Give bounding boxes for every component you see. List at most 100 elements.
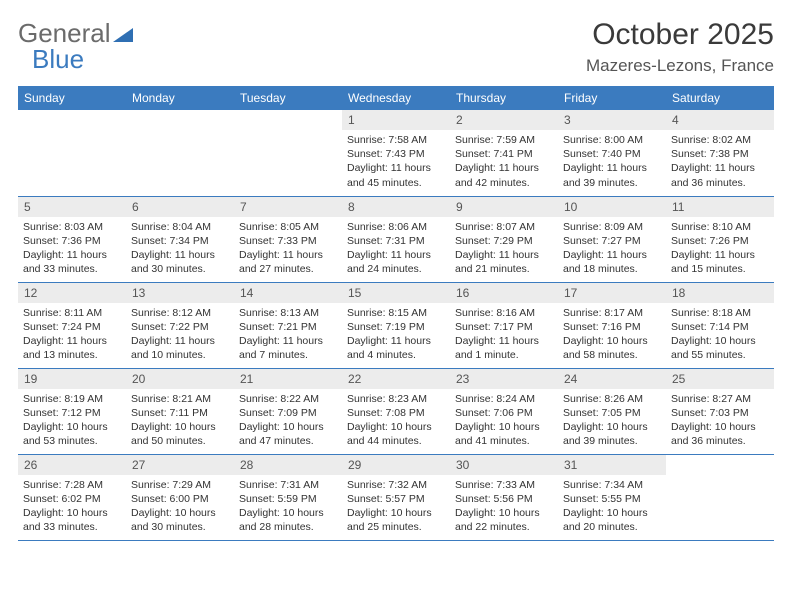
col-wednesday: Wednesday (342, 86, 450, 110)
day-details: Sunrise: 8:24 AMSunset: 7:06 PMDaylight:… (450, 389, 558, 453)
day-details: Sunrise: 8:10 AMSunset: 7:26 PMDaylight:… (666, 217, 774, 281)
calendar-week: . . . 1Sunrise: 7:58 AMSunset: 7:43 PMDa… (18, 110, 774, 196)
day-number: 23 (450, 369, 558, 389)
title-block: October 2025 Mazeres-Lezons, France (586, 18, 774, 76)
day-details: Sunrise: 7:59 AMSunset: 7:41 PMDaylight:… (450, 130, 558, 194)
calendar-cell: 3Sunrise: 8:00 AMSunset: 7:40 PMDaylight… (558, 110, 666, 196)
day-number: 15 (342, 283, 450, 303)
day-number: 28 (234, 455, 342, 475)
day-details: Sunrise: 8:07 AMSunset: 7:29 PMDaylight:… (450, 217, 558, 281)
calendar-cell: 29Sunrise: 7:32 AMSunset: 5:57 PMDayligh… (342, 454, 450, 540)
calendar-week: 5Sunrise: 8:03 AMSunset: 7:36 PMDaylight… (18, 196, 774, 282)
calendar-cell: 27Sunrise: 7:29 AMSunset: 6:00 PMDayligh… (126, 454, 234, 540)
day-number: 17 (558, 283, 666, 303)
brand-part2: Blue (32, 44, 84, 75)
calendar-cell: 4Sunrise: 8:02 AMSunset: 7:38 PMDaylight… (666, 110, 774, 196)
day-number: 12 (18, 283, 126, 303)
day-details: Sunrise: 8:02 AMSunset: 7:38 PMDaylight:… (666, 130, 774, 194)
calendar-header-row: Sunday Monday Tuesday Wednesday Thursday… (18, 86, 774, 110)
calendar-week: 12Sunrise: 8:11 AMSunset: 7:24 PMDayligh… (18, 282, 774, 368)
month-title: October 2025 (586, 18, 774, 52)
day-details: Sunrise: 8:15 AMSunset: 7:19 PMDaylight:… (342, 303, 450, 367)
brand-triangle-icon (113, 18, 133, 49)
calendar-cell: . (234, 110, 342, 196)
calendar-cell: . (666, 454, 774, 540)
day-number: 20 (126, 369, 234, 389)
day-details: Sunrise: 7:33 AMSunset: 5:56 PMDaylight:… (450, 475, 558, 539)
day-number: 27 (126, 455, 234, 475)
day-details: Sunrise: 7:32 AMSunset: 5:57 PMDaylight:… (342, 475, 450, 539)
calendar-cell: 22Sunrise: 8:23 AMSunset: 7:08 PMDayligh… (342, 368, 450, 454)
day-number: 25 (666, 369, 774, 389)
day-number: 24 (558, 369, 666, 389)
day-number: 22 (342, 369, 450, 389)
day-details: Sunrise: 8:27 AMSunset: 7:03 PMDaylight:… (666, 389, 774, 453)
calendar-cell: 23Sunrise: 8:24 AMSunset: 7:06 PMDayligh… (450, 368, 558, 454)
calendar-cell: 14Sunrise: 8:13 AMSunset: 7:21 PMDayligh… (234, 282, 342, 368)
day-number: 18 (666, 283, 774, 303)
day-number: 31 (558, 455, 666, 475)
day-details: Sunrise: 8:09 AMSunset: 7:27 PMDaylight:… (558, 217, 666, 281)
day-number: 4 (666, 110, 774, 130)
calendar-cell: 31Sunrise: 7:34 AMSunset: 5:55 PMDayligh… (558, 454, 666, 540)
day-number: 14 (234, 283, 342, 303)
calendar-week: 19Sunrise: 8:19 AMSunset: 7:12 PMDayligh… (18, 368, 774, 454)
calendar-cell: 24Sunrise: 8:26 AMSunset: 7:05 PMDayligh… (558, 368, 666, 454)
day-number: 6 (126, 197, 234, 217)
day-number: 2 (450, 110, 558, 130)
calendar-cell: 8Sunrise: 8:06 AMSunset: 7:31 PMDaylight… (342, 196, 450, 282)
col-tuesday: Tuesday (234, 86, 342, 110)
day-details: Sunrise: 7:29 AMSunset: 6:00 PMDaylight:… (126, 475, 234, 539)
day-number: 10 (558, 197, 666, 217)
day-details: Sunrise: 8:26 AMSunset: 7:05 PMDaylight:… (558, 389, 666, 453)
day-number: 9 (450, 197, 558, 217)
calendar-cell: 16Sunrise: 8:16 AMSunset: 7:17 PMDayligh… (450, 282, 558, 368)
day-details: Sunrise: 8:04 AMSunset: 7:34 PMDaylight:… (126, 217, 234, 281)
calendar-cell: 2Sunrise: 7:59 AMSunset: 7:41 PMDaylight… (450, 110, 558, 196)
calendar-cell: 12Sunrise: 8:11 AMSunset: 7:24 PMDayligh… (18, 282, 126, 368)
calendar-cell: 30Sunrise: 7:33 AMSunset: 5:56 PMDayligh… (450, 454, 558, 540)
day-number: 19 (18, 369, 126, 389)
day-details: Sunrise: 8:17 AMSunset: 7:16 PMDaylight:… (558, 303, 666, 367)
day-details: Sunrise: 8:03 AMSunset: 7:36 PMDaylight:… (18, 217, 126, 281)
calendar-body: . . . 1Sunrise: 7:58 AMSunset: 7:43 PMDa… (18, 110, 774, 540)
calendar-cell: 9Sunrise: 8:07 AMSunset: 7:29 PMDaylight… (450, 196, 558, 282)
day-number: 30 (450, 455, 558, 475)
calendar-cell: 6Sunrise: 8:04 AMSunset: 7:34 PMDaylight… (126, 196, 234, 282)
day-details: Sunrise: 7:34 AMSunset: 5:55 PMDaylight:… (558, 475, 666, 539)
calendar-cell: 18Sunrise: 8:18 AMSunset: 7:14 PMDayligh… (666, 282, 774, 368)
day-details: Sunrise: 8:21 AMSunset: 7:11 PMDaylight:… (126, 389, 234, 453)
day-number: 21 (234, 369, 342, 389)
day-details: Sunrise: 8:16 AMSunset: 7:17 PMDaylight:… (450, 303, 558, 367)
day-number: 11 (666, 197, 774, 217)
day-details: Sunrise: 8:05 AMSunset: 7:33 PMDaylight:… (234, 217, 342, 281)
location-label: Mazeres-Lezons, France (586, 56, 774, 76)
day-number: 13 (126, 283, 234, 303)
calendar-cell: 26Sunrise: 7:28 AMSunset: 6:02 PMDayligh… (18, 454, 126, 540)
day-number: 1 (342, 110, 450, 130)
calendar-cell: 25Sunrise: 8:27 AMSunset: 7:03 PMDayligh… (666, 368, 774, 454)
day-number: 16 (450, 283, 558, 303)
header: General October 2025 Mazeres-Lezons, Fra… (18, 18, 774, 76)
col-monday: Monday (126, 86, 234, 110)
calendar-cell: 7Sunrise: 8:05 AMSunset: 7:33 PMDaylight… (234, 196, 342, 282)
day-details: Sunrise: 8:22 AMSunset: 7:09 PMDaylight:… (234, 389, 342, 453)
calendar-cell: 10Sunrise: 8:09 AMSunset: 7:27 PMDayligh… (558, 196, 666, 282)
day-details: Sunrise: 8:18 AMSunset: 7:14 PMDaylight:… (666, 303, 774, 367)
calendar-cell: 13Sunrise: 8:12 AMSunset: 7:22 PMDayligh… (126, 282, 234, 368)
calendar-cell: . (18, 110, 126, 196)
calendar-cell: 28Sunrise: 7:31 AMSunset: 5:59 PMDayligh… (234, 454, 342, 540)
day-details: Sunrise: 8:11 AMSunset: 7:24 PMDaylight:… (18, 303, 126, 367)
col-saturday: Saturday (666, 86, 774, 110)
calendar-week: 26Sunrise: 7:28 AMSunset: 6:02 PMDayligh… (18, 454, 774, 540)
calendar-cell: 19Sunrise: 8:19 AMSunset: 7:12 PMDayligh… (18, 368, 126, 454)
day-details: Sunrise: 8:12 AMSunset: 7:22 PMDaylight:… (126, 303, 234, 367)
calendar-cell: 15Sunrise: 8:15 AMSunset: 7:19 PMDayligh… (342, 282, 450, 368)
day-details: Sunrise: 7:31 AMSunset: 5:59 PMDaylight:… (234, 475, 342, 539)
col-sunday: Sunday (18, 86, 126, 110)
day-number: 29 (342, 455, 450, 475)
day-number: 3 (558, 110, 666, 130)
calendar-cell: 1Sunrise: 7:58 AMSunset: 7:43 PMDaylight… (342, 110, 450, 196)
day-details: Sunrise: 7:58 AMSunset: 7:43 PMDaylight:… (342, 130, 450, 194)
day-details: Sunrise: 7:28 AMSunset: 6:02 PMDaylight:… (18, 475, 126, 539)
